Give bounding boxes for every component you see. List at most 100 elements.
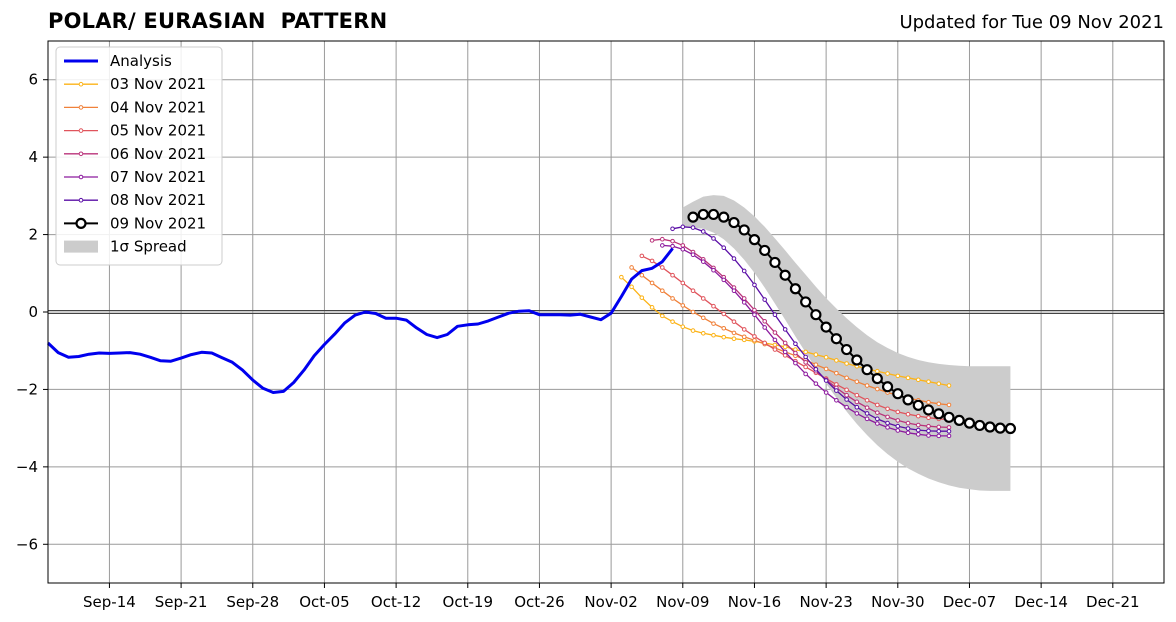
- forecast-point: [707, 208, 720, 221]
- forecast-point: [926, 399, 931, 405]
- forecast-point: [741, 334, 747, 340]
- forecast-point: [823, 390, 829, 395]
- forecast-point: [895, 373, 901, 379]
- y-tick-label: −2: [16, 380, 38, 398]
- spread-layer: [682, 195, 1011, 491]
- x-tick-label: Nov-09: [656, 593, 709, 611]
- forecast-point: [926, 428, 931, 434]
- forecast-point: [789, 283, 802, 295]
- legend-swatch-marker: [78, 174, 84, 180]
- forecast-point: [854, 392, 860, 398]
- forecast-point: [844, 387, 849, 393]
- forecast-point: [772, 330, 778, 335]
- forecast-point: [772, 337, 778, 343]
- forecast-point: [834, 388, 839, 393]
- forecast-point: [905, 426, 911, 431]
- forecast-point: [731, 336, 737, 342]
- forecast-point: [649, 305, 655, 310]
- forecast-point: [895, 409, 901, 415]
- forecast-point: [728, 216, 740, 229]
- forecast-point: [844, 397, 849, 402]
- forecast-point: [813, 381, 819, 386]
- forecast-point: [690, 252, 696, 258]
- forecast-point: [649, 258, 655, 264]
- y-tick-label: −6: [16, 535, 38, 553]
- axis-layer: Sep-14 Sep-21 Sep-28 Oct-05 Oct-12 Oct-19 Oct-…: [16, 40, 1165, 611]
- forecast-point: [741, 327, 747, 332]
- forecast-point: [844, 361, 849, 366]
- forecast-point: [844, 392, 849, 398]
- forecast-point: [793, 341, 798, 347]
- forecast-point: [864, 405, 870, 410]
- forecast-point: [926, 379, 931, 384]
- forecast-point: [875, 421, 880, 426]
- forecast-point: [718, 211, 730, 223]
- forecast-point: [690, 309, 696, 315]
- forecast-point: [762, 325, 767, 330]
- forecast-point: [680, 324, 686, 330]
- forecast-point: [984, 421, 996, 433]
- forecast-point: [793, 360, 798, 366]
- forecast-point: [953, 414, 965, 426]
- forecast-point: [905, 420, 911, 426]
- forecast-point: [854, 411, 860, 416]
- forecast-point: [738, 224, 750, 236]
- x-tick-label: Nov-16: [728, 593, 781, 611]
- forecast-point: [915, 432, 921, 437]
- forecast-point: [875, 410, 880, 415]
- forecast-point: [670, 226, 675, 232]
- forecast-point: [803, 371, 808, 377]
- x-tick-label: Oct-26: [514, 593, 564, 611]
- forecast-point: [915, 377, 921, 383]
- forecast-point: [639, 272, 645, 278]
- forecast-point: [875, 402, 880, 408]
- y-tick-label: 6: [28, 71, 38, 89]
- x-tick-label: Oct-19: [443, 593, 493, 611]
- forecast-point: [963, 417, 976, 429]
- forecast-point: [752, 337, 757, 343]
- forecast-point: [721, 277, 727, 283]
- forecast-point: [936, 401, 942, 407]
- forecast-point: [875, 416, 880, 422]
- forecast-point: [905, 375, 911, 381]
- forecast-point: [974, 419, 986, 432]
- forecast-point: [946, 383, 952, 388]
- forecast-point: [936, 433, 942, 439]
- forecast-point: [803, 360, 808, 365]
- forecast-point: [629, 284, 634, 290]
- forecast-point: [813, 352, 819, 357]
- forecast-point: [639, 295, 645, 300]
- forecast-point: [834, 370, 839, 376]
- forecast-point: [803, 354, 808, 360]
- forecast-point: [1004, 422, 1017, 435]
- forecast-point: [782, 349, 788, 355]
- forecast-point: [752, 312, 757, 318]
- x-tick-label: Oct-05: [299, 593, 349, 611]
- legend-label: 07 Nov 2021: [110, 168, 206, 186]
- forecast-point: [915, 413, 921, 419]
- forecast-point: [813, 366, 819, 372]
- forecast-point: [741, 268, 747, 274]
- forecast-point: [895, 423, 901, 429]
- legend-swatch-marker: [78, 128, 84, 133]
- forecast-point: [871, 372, 883, 385]
- forecast-point: [875, 386, 880, 392]
- legend-label: 09 Nov 2021: [110, 214, 206, 232]
- forecast-point: [680, 303, 686, 308]
- legend-label: 05 Nov 2021: [110, 122, 206, 140]
- forecast-point: [711, 267, 716, 273]
- forecast-point: [885, 414, 890, 420]
- x-tick-label: Nov-02: [584, 593, 637, 611]
- forecast-point: [759, 244, 771, 257]
- legend-label: 08 Nov 2021: [110, 191, 206, 209]
- forecast-point: [680, 243, 686, 248]
- forecast-point: [946, 402, 952, 408]
- forecast-point: [670, 296, 675, 301]
- chart-title: POLAR/ EURASIAN PATTERN: [48, 9, 388, 33]
- legend-label: 03 Nov 2021: [110, 75, 206, 93]
- forecast-point: [772, 312, 778, 318]
- legend-swatch-marker: [78, 151, 84, 157]
- forecast-point: [769, 256, 781, 269]
- forecast-point: [915, 427, 921, 433]
